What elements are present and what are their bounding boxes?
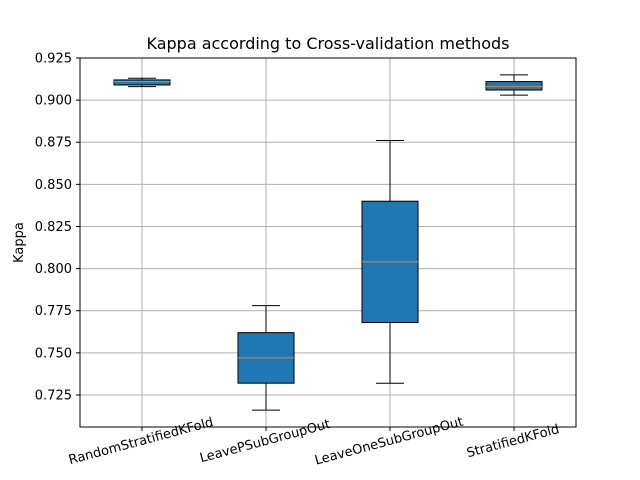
y-tick-label: 0.900	[35, 94, 72, 109]
box-group	[237, 305, 295, 411]
y-tick-label: 0.825	[35, 220, 72, 235]
x-tick-label: LeavePSubGroupOut	[198, 417, 332, 466]
x-tick-label: RandomStratifiedKFold	[67, 415, 215, 468]
x-tick-label: LeaveOneSubGroupOut	[313, 415, 465, 469]
plot-frame	[79, 57, 577, 428]
chart-title: Kappa according to Cross-validation meth…	[146, 34, 509, 53]
axes-layer: 0.725 0.750 0.775 0.800 0.825 0.850 0.875 0.900…	[35, 52, 561, 469]
x-tick-label: StratifiedKFold	[465, 422, 561, 461]
y-tick-label: 0.875	[35, 136, 72, 151]
iqr-box	[485, 81, 543, 91]
iqr-box	[113, 79, 171, 86]
marks-layer	[113, 74, 543, 411]
y-tick-label: 0.775	[35, 304, 72, 319]
grid-layer	[80, 57, 576, 427]
y-tick-label: 0.750	[35, 346, 72, 361]
y-axis-label: Kappa	[12, 222, 27, 263]
y-tick-label: 0.725	[35, 388, 72, 403]
box-group	[485, 74, 543, 96]
box-group	[361, 140, 419, 384]
y-tick-label: 0.850	[35, 178, 72, 193]
y-tick-label: 0.925	[35, 52, 72, 67]
y-tick-label: 0.800	[35, 262, 72, 277]
box-group	[113, 77, 171, 88]
